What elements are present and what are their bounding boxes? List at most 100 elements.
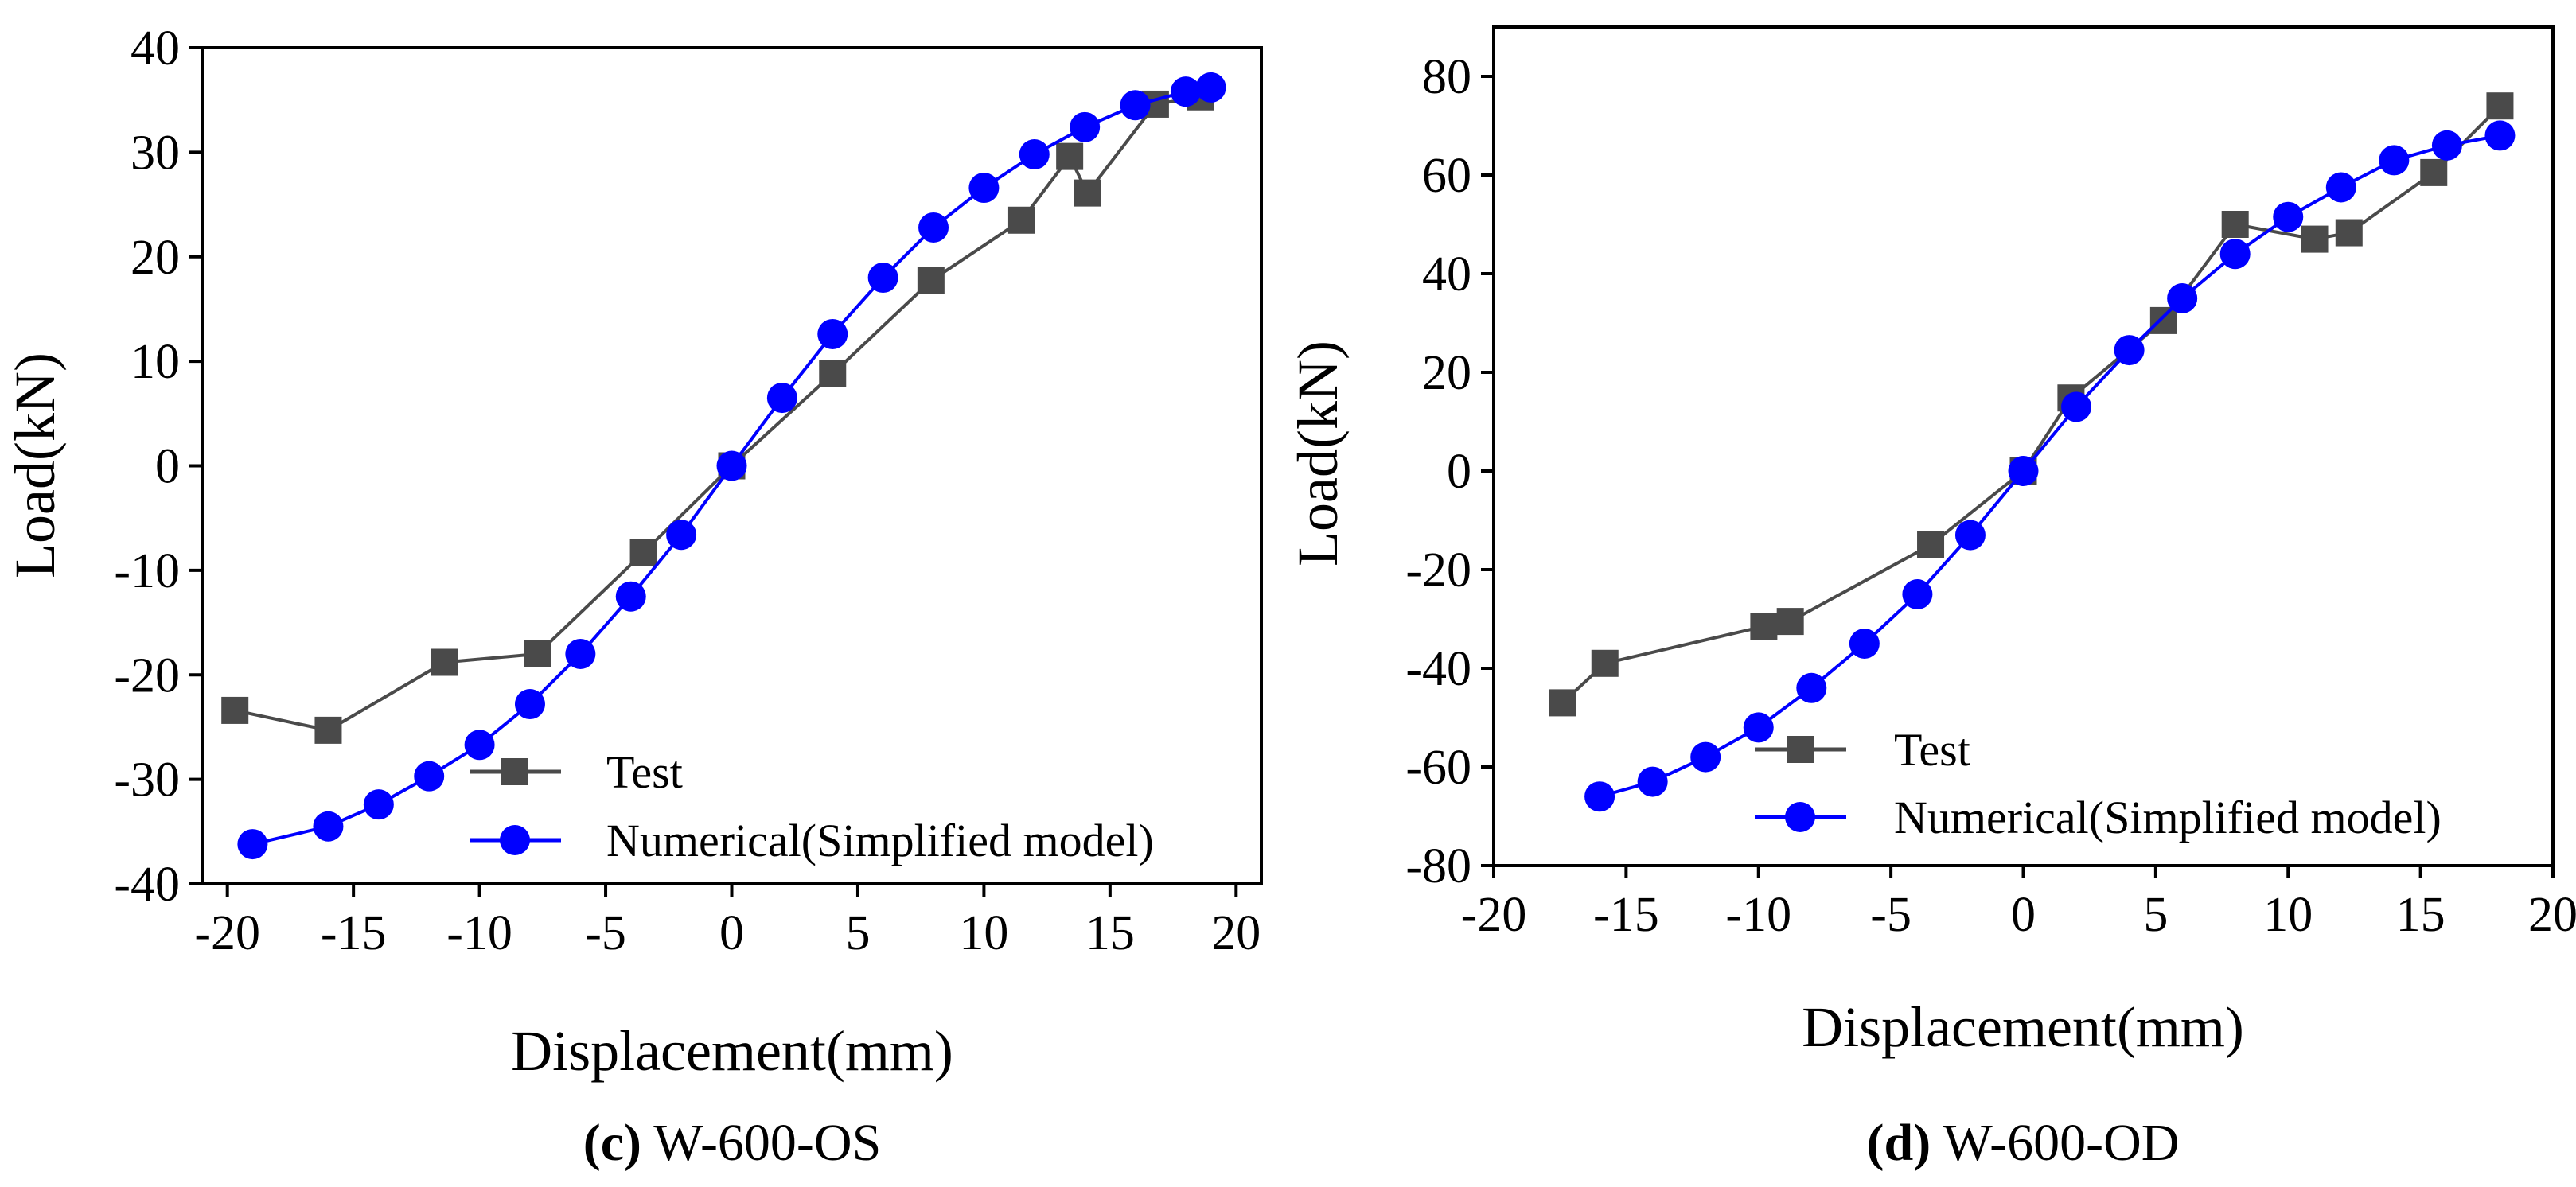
- y-tick-label-d-40: 40: [1422, 247, 1471, 302]
- data-point-numerical-d-10: [2114, 335, 2145, 366]
- x-tick-label-c-5: 5: [845, 906, 870, 960]
- data-point-numerical-d-1: [1637, 766, 1668, 797]
- data-point-test-c-3: [524, 640, 551, 667]
- chart-panel-c: -20 -15 -10 -5 0 5 10 15 20 -40 -30 -20 -10 0 10 20 30 40…: [3, 21, 1263, 1172]
- legend-d: Test Numerical(Simplified model): [1755, 724, 2442, 843]
- y-tick-label-d--40: -40: [1405, 642, 1471, 696]
- legend-marker-test-d: [1787, 736, 1814, 763]
- ticks-c: -20 -15 -10 -5 0 5 10 15 20 -40 -30 -20 -10 0 10 20 30 40: [114, 21, 1261, 960]
- legend-label-numerical-d: Numerical(Simplified model): [1894, 792, 2442, 843]
- caption-text-d: W-600-OD: [1931, 1114, 2179, 1172]
- data-point-numerical-c-13: [918, 212, 949, 243]
- data-point-numerical-c-9: [716, 450, 747, 481]
- legend-marker-test-c: [501, 758, 528, 785]
- x-tick-label-c-0: 0: [719, 906, 744, 960]
- data-point-numerical-d-6: [1902, 579, 1933, 609]
- series-line-d-1: [1599, 134, 2500, 799]
- y-axis-title-c: Load(kN): [3, 352, 67, 578]
- y-tick-label-d-80: 80: [1422, 50, 1471, 104]
- data-point-test-c-6: [819, 360, 847, 387]
- x-axis-title-c: Displacement(mm): [511, 1019, 953, 1083]
- y-tick-label-c-10: 10: [131, 335, 180, 389]
- data-point-test-d-1: [1591, 649, 1619, 677]
- data-point-test-d-8: [2221, 211, 2249, 238]
- x-tick-label-c-15: 15: [1085, 906, 1135, 960]
- data-point-numerical-d-17: [2484, 120, 2516, 151]
- data-point-test-d-3: [1776, 608, 1804, 636]
- data-point-numerical-d-4: [1796, 672, 1827, 703]
- data-point-numerical-c-17: [1120, 90, 1151, 121]
- chart-panel-d: -20 -15 -10 -5 0 5 10 15 20 -80 -60 -40 -20 0 20 40 60 80…: [1286, 25, 2576, 1172]
- caption-c: (c) W-600-OS: [583, 1114, 882, 1172]
- legend-marker-numerical-d: [1785, 802, 1815, 832]
- data-point-test-d-10: [2335, 219, 2363, 247]
- series-d: [1549, 92, 2516, 812]
- data-point-numerical-c-1: [313, 811, 344, 842]
- y-tick-label-d--80: -80: [1405, 839, 1471, 893]
- y-tick-label-c--20: -20: [114, 648, 180, 702]
- y-tick-label-d-0: 0: [1447, 445, 1471, 499]
- y-tick-label-c--40: -40: [114, 858, 180, 912]
- y-tick-label-c-40: 40: [131, 21, 180, 76]
- data-point-numerical-c-19: [1195, 72, 1226, 103]
- x-tick-label-d--20: -20: [1461, 888, 1527, 942]
- data-point-numerical-c-2: [363, 789, 394, 820]
- x-axis-title-d: Displacement(mm): [1802, 995, 2244, 1059]
- data-point-numerical-c-4: [464, 730, 495, 761]
- data-point-numerical-c-15: [1019, 139, 1050, 170]
- data-point-numerical-c-11: [817, 318, 848, 349]
- data-point-numerical-c-5: [514, 689, 545, 720]
- data-point-numerical-d-8: [2008, 456, 2039, 486]
- x-tick-label-d--15: -15: [1593, 888, 1659, 942]
- data-point-test-c-2: [431, 648, 458, 676]
- data-point-test-c-1: [314, 716, 342, 744]
- data-point-numerical-d-11: [2167, 283, 2198, 313]
- data-point-numerical-d-15: [2379, 145, 2410, 176]
- y-tick-label-d-60: 60: [1422, 149, 1471, 203]
- data-point-test-c-7: [917, 267, 945, 294]
- x-tick-label-c--15: -15: [321, 906, 387, 960]
- legend-label-test-c: Test: [606, 746, 683, 798]
- x-tick-label-d--10: -10: [1725, 888, 1791, 942]
- x-tick-label-c-10: 10: [959, 906, 1008, 960]
- x-tick-label-d-10: 10: [2263, 888, 2313, 942]
- x-tick-label-c--5: -5: [585, 906, 626, 960]
- ticks-d: -20 -15 -10 -5 0 5 10 15 20 -80 -60 -40 -20 0 20 40 60 80: [1405, 50, 2576, 942]
- y-tick-label-c-30: 30: [131, 126, 180, 180]
- legend-label-test-d: Test: [1894, 724, 1970, 776]
- data-point-test-d-11: [2420, 158, 2448, 186]
- caption-letter-d: (d): [1867, 1114, 1931, 1172]
- x-tick-label-c-20: 20: [1211, 906, 1261, 960]
- caption-text-c: W-600-OS: [641, 1114, 881, 1172]
- data-point-numerical-d-7: [1954, 520, 1986, 551]
- data-point-test-d-0: [1549, 689, 1576, 717]
- y-tick-label-c--10: -10: [114, 544, 180, 598]
- data-point-test-d-4: [1917, 531, 1945, 558]
- data-point-numerical-c-12: [867, 263, 898, 294]
- x-tick-label-d-0: 0: [2011, 888, 2036, 942]
- x-tick-label-c--10: -10: [446, 906, 512, 960]
- data-point-test-c-8: [1007, 206, 1035, 234]
- legend-c: Test Numerical(Simplified model): [470, 746, 1154, 866]
- series-line-c-0: [234, 95, 1202, 732]
- y-tick-label-c--30: -30: [114, 753, 180, 808]
- data-point-numerical-d-13: [2273, 201, 2304, 232]
- x-tick-label-d-5: 5: [2143, 888, 2168, 942]
- caption-letter-c: (c): [583, 1114, 641, 1172]
- x-tick-label-d--5: -5: [1870, 888, 1912, 942]
- x-tick-label-d-20: 20: [2528, 888, 2576, 942]
- data-point-numerical-d-5: [1849, 629, 1880, 659]
- data-point-numerical-d-9: [2061, 391, 2092, 422]
- data-point-test-c-0: [221, 696, 249, 724]
- data-point-test-c-9: [1056, 142, 1084, 170]
- data-point-numerical-c-16: [1070, 111, 1101, 142]
- data-point-test-d-2: [1750, 613, 1778, 640]
- data-point-test-d-9: [2301, 225, 2329, 253]
- data-point-numerical-c-0: [237, 829, 268, 860]
- data-point-numerical-c-8: [666, 520, 697, 551]
- data-point-test-c-10: [1074, 179, 1101, 207]
- data-point-test-d-12: [2486, 92, 2514, 120]
- data-point-test-c-4: [629, 539, 657, 566]
- data-point-numerical-c-6: [565, 638, 596, 669]
